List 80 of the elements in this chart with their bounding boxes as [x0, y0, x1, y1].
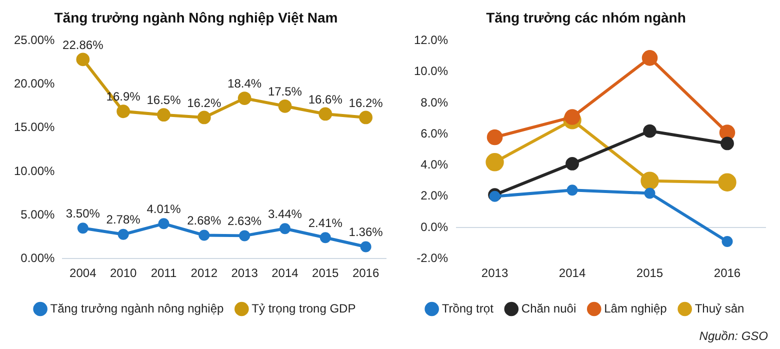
y-tick-label: 15.00%	[14, 120, 56, 134]
x-tick-label: 2015	[312, 266, 340, 280]
x-tick-label: 2010	[110, 266, 137, 280]
y-tick-label: 20.00%	[14, 76, 56, 91]
y-tick-label: 0.0%	[420, 220, 448, 234]
y-tick-label: -2.0%	[416, 250, 448, 265]
y-tick-label: 4.0%	[420, 158, 448, 172]
x-tick-label: 2004	[70, 266, 97, 280]
data-label: 2.63%	[228, 214, 262, 228]
y-tick-label: 8.0%	[420, 95, 448, 110]
y-tick-label: 6.0%	[420, 126, 448, 140]
data-label: 18.4%	[228, 76, 262, 91]
text: Nguồn: GSO	[699, 329, 768, 343]
point	[486, 153, 504, 172]
point	[158, 218, 170, 230]
data-label: 2.78%	[106, 212, 141, 227]
legend-label: Chăn nuôi	[521, 301, 576, 316]
legend-label: Thuỷ sản	[694, 301, 744, 316]
point	[564, 109, 580, 125]
y-tick-label: 0.00%	[20, 250, 56, 265]
point	[76, 52, 90, 66]
data-label: 1.36%	[348, 225, 384, 240]
point	[278, 99, 292, 113]
y-tick-label: 25.00%	[14, 33, 56, 48]
point	[198, 230, 210, 241]
data-label: 3.50%	[66, 206, 100, 220]
x-tick-label: 2013	[231, 266, 258, 280]
point	[640, 172, 659, 190]
point	[720, 136, 734, 150]
legend-label: Trồng trọt	[442, 301, 494, 316]
x-tick-label: 2016	[714, 266, 741, 280]
point	[566, 184, 578, 196]
x-tick-label: 2011	[150, 266, 177, 280]
data-label: 16.2%	[348, 96, 384, 110]
point	[279, 223, 290, 234]
x-tick-label: 2013	[481, 266, 508, 280]
x-tick-label: 2012	[190, 266, 218, 280]
y-tick-label: 10.00%	[14, 164, 56, 178]
point	[644, 188, 656, 199]
x-tick-label: 2015	[636, 266, 664, 280]
data-label: 16.6%	[308, 92, 343, 106]
point	[77, 222, 88, 234]
data-label: 2.68%	[187, 214, 222, 228]
point	[719, 124, 736, 140]
legend-label: Tăng trưởng ngành nông nghiệp	[50, 301, 224, 316]
chart-title: Tăng trưởng ngành Nông nghiệp Việt Nam	[54, 9, 338, 26]
point	[722, 236, 733, 247]
point	[642, 50, 658, 66]
y-tick-label: 2.0%	[420, 188, 448, 203]
point	[238, 92, 252, 105]
point	[318, 107, 332, 121]
y-tick-label: 12.0%	[414, 33, 448, 48]
x-tick-label: 2016	[352, 266, 380, 280]
point	[116, 104, 130, 118]
point	[489, 190, 500, 202]
y-tick-label: 5.00%	[20, 207, 56, 222]
x-tick-label: 2014	[558, 266, 586, 280]
point	[360, 241, 372, 252]
point	[320, 232, 331, 244]
legend-label: Tỷ trọng trong GDP	[252, 301, 356, 316]
data-label: 4.01%	[146, 202, 182, 216]
point	[718, 173, 736, 192]
data-label: 17.5%	[268, 84, 302, 98]
y-tick-label: 10.0%	[414, 64, 448, 78]
legend-label: Lâm nghiệp	[604, 301, 668, 316]
point	[118, 228, 129, 240]
chart-title: Tăng trưởng các nhóm ngành	[486, 9, 686, 26]
data-label: 3.44%	[268, 206, 302, 221]
point	[486, 129, 503, 146]
point	[359, 110, 372, 124]
point	[239, 230, 250, 242]
point	[643, 124, 656, 138]
point	[566, 157, 579, 170]
x-tick-label: 2014	[272, 266, 299, 280]
data-label: 16.2%	[187, 96, 222, 110]
point	[197, 110, 211, 124]
data-label: 2.41%	[308, 216, 343, 230]
data-label: 22.86%	[62, 38, 104, 52]
data-label: 16.5%	[146, 93, 182, 108]
point	[157, 108, 170, 122]
